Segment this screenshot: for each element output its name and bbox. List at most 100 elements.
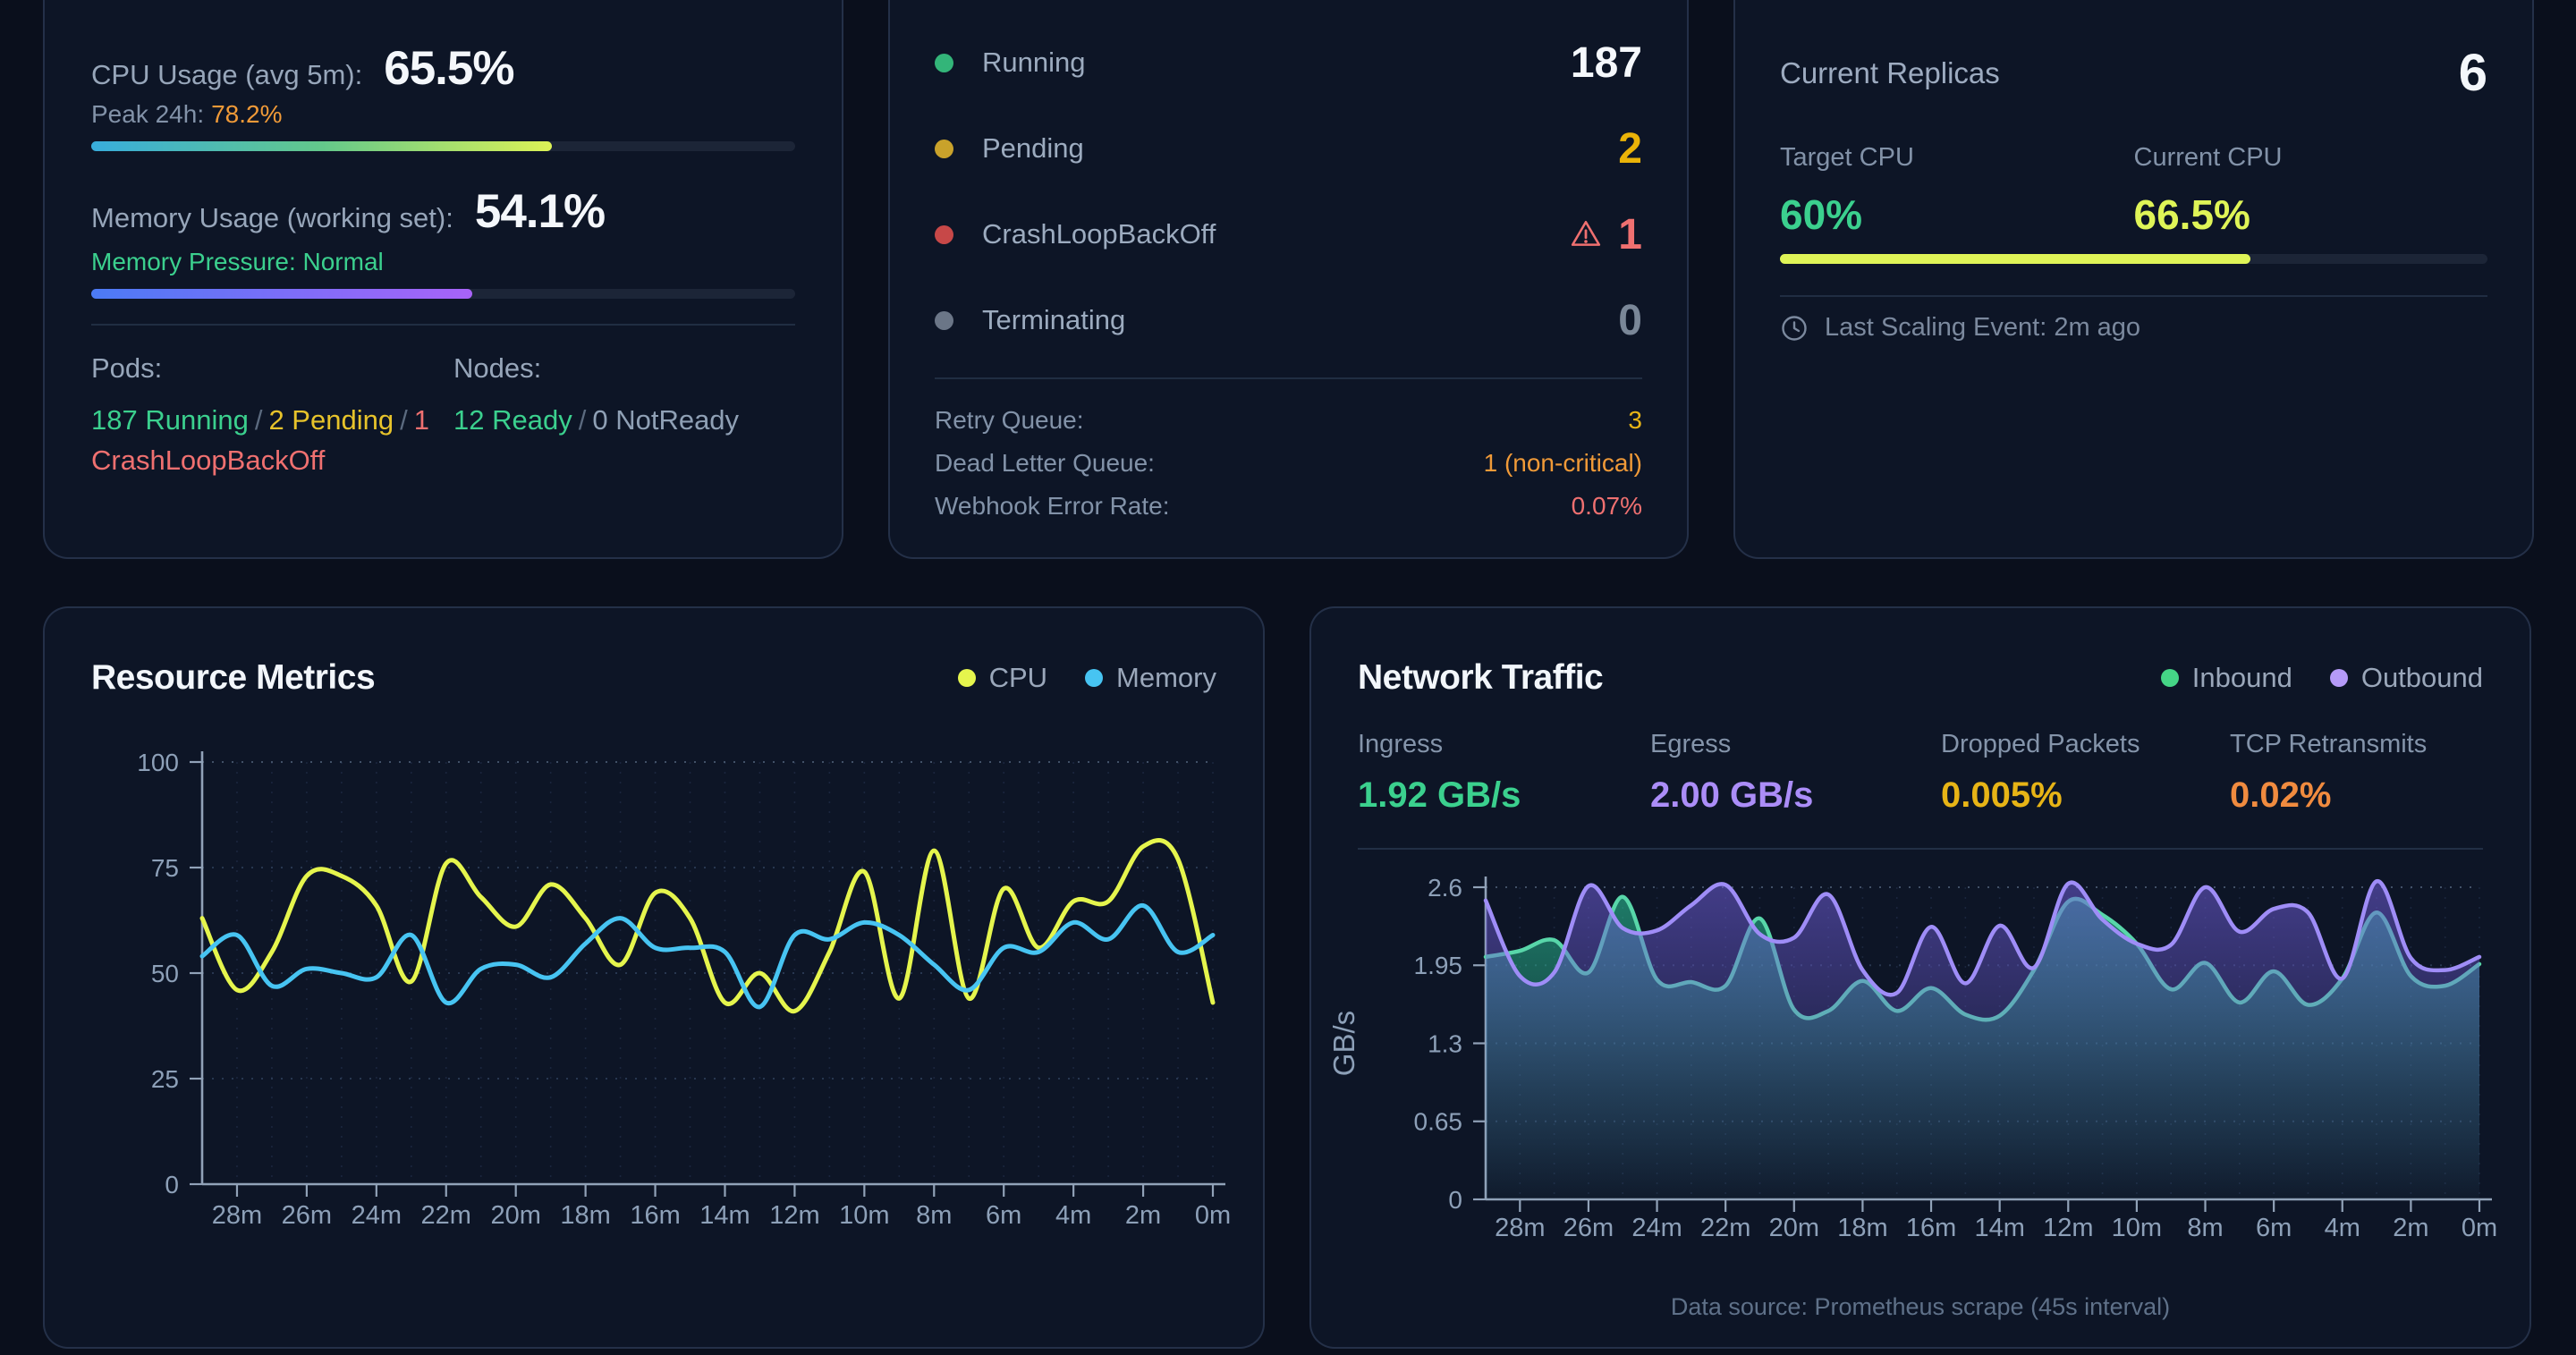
- svg-text:6m: 6m: [2256, 1214, 2292, 1242]
- card5-divider: [1358, 848, 2483, 850]
- memory-pressure: Memory Pressure: Normal: [91, 248, 384, 275]
- cpu-usage-bar-fill: [91, 141, 553, 151]
- svg-text:22m: 22m: [1700, 1214, 1750, 1242]
- crashloop-count: 1: [1618, 210, 1642, 258]
- cpu-peak-label: Peak 24h:: [91, 100, 205, 128]
- memory-legend-dot-icon: [1085, 669, 1104, 687]
- last-scaling-event-text: Last Scaling Event: 2m ago: [1825, 313, 2141, 342]
- card-pod-status: Running 187 Pending 2 CrashLoopBackOff 1…: [888, 0, 1689, 559]
- svg-text:100: 100: [137, 749, 179, 776]
- cpu-usage-label: CPU Usage (avg 5m):: [91, 59, 363, 90]
- svg-text:0.65: 0.65: [1414, 1108, 1463, 1136]
- svg-text:GB/s: GB/s: [1327, 1011, 1360, 1076]
- series-outbound: [1483, 879, 2482, 997]
- target-cpu-value: 60%: [1780, 191, 1863, 238]
- legend-item-cpu: CPU: [957, 662, 1048, 694]
- pods-crashloop: 1 CrashLoopBackOff: [91, 404, 429, 476]
- svg-text:26m: 26m: [282, 1201, 332, 1230]
- network-traffic-title: Network Traffic: [1358, 658, 1604, 697]
- cpu-legend-dot-icon: [957, 669, 976, 687]
- egress-value: 2.00 GB/s: [1650, 775, 1814, 815]
- retry-queue-row: Retry Queue: 3: [935, 399, 1642, 442]
- card-current-replicas: Current Replicas 6 Target CPU 60% Curren…: [1733, 0, 2534, 559]
- terminating-label: Terminating: [982, 304, 1126, 335]
- inbound-legend-dot-icon: [2160, 669, 2179, 687]
- svg-text:6m: 6m: [986, 1201, 1021, 1230]
- svg-text:8m: 8m: [916, 1201, 952, 1230]
- svg-text:2m: 2m: [1125, 1201, 1161, 1230]
- svg-text:25: 25: [151, 1065, 179, 1093]
- svg-text:0: 0: [165, 1171, 179, 1198]
- egress-label: Egress: [1650, 730, 1732, 758]
- pending-dot-icon: [935, 139, 953, 158]
- replicas-title: Current Replicas: [1780, 55, 2000, 89]
- current-cpu-value: 66.5%: [2133, 191, 2250, 238]
- pods-separator: /: [254, 404, 263, 436]
- ingress-value: 1.92 GB/s: [1358, 775, 1521, 815]
- crashloop-label: CrashLoopBackOff: [982, 218, 1216, 250]
- tcp-retransmits-stat: TCP Retransmits 0.02%: [2230, 730, 2427, 816]
- svg-text:10m: 10m: [2112, 1214, 2162, 1242]
- crashloop-dot-icon: [935, 224, 953, 244]
- pods-values: 187 Running/2 Pending/1 CrashLoopBackOff: [91, 401, 453, 481]
- svg-text:12m: 12m: [769, 1201, 819, 1230]
- running-label: Running: [982, 47, 1086, 78]
- target-cpu-block: Target CPU 60%: [1780, 143, 2134, 239]
- memory-usage-value: 54.1%: [474, 185, 606, 238]
- svg-text:18m: 18m: [1837, 1214, 1887, 1242]
- svg-text:28m: 28m: [1495, 1214, 1545, 1242]
- svg-text:4m: 4m: [2325, 1214, 2360, 1242]
- pending-count: 2: [1618, 124, 1642, 173]
- svg-text:1.3: 1.3: [1428, 1029, 1462, 1057]
- svg-text:0m: 0m: [2462, 1214, 2497, 1242]
- ingress-stat: Ingress 1.92 GB/s: [1358, 730, 1521, 816]
- svg-text:22m: 22m: [421, 1201, 471, 1230]
- clock-icon: [1782, 315, 1807, 341]
- memory-usage-row: Memory Usage (working set): 54.1%: [91, 184, 795, 239]
- dropped-packets-stat: Dropped Packets 0.005%: [1941, 730, 2140, 816]
- outbound-legend-dot-icon: [2329, 669, 2348, 687]
- cpu-usage-row: CPU Usage (avg 5m): 65.5%: [91, 41, 795, 96]
- terminating-dot-icon: [935, 310, 953, 330]
- dead-letter-queue-row: Dead Letter Queue: 1 (non-critical): [935, 442, 1642, 485]
- card-cluster-usage: CPU Usage (avg 5m): 65.5% Peak 24h: 78.2%…: [43, 0, 843, 559]
- card1-divider: [91, 324, 795, 326]
- retry-queue-label: Retry Queue:: [935, 406, 1084, 434]
- svg-text:26m: 26m: [1563, 1214, 1614, 1242]
- pods-nodes-summary: Pods: 187 Running/2 Pending/1 CrashLoopB…: [91, 352, 795, 481]
- status-row-pending: Pending 2: [935, 106, 1642, 191]
- cpu-legend-label: CPU: [988, 662, 1048, 693]
- series-cpu: [199, 838, 1216, 1014]
- nodes-summary: Nodes: 12 Ready/0 NotReady: [453, 352, 795, 481]
- replicas-cpu-bar: [1780, 254, 2487, 264]
- network-stats-row: Ingress 1.92 GB/s Egress 2.00 GB/s Dropp…: [1358, 730, 2483, 828]
- card3-divider: [1780, 295, 2487, 297]
- cpu-usage-value: 65.5%: [384, 42, 514, 95]
- network-traffic-legend: Inbound Outbound: [2160, 662, 2483, 694]
- svg-text:4m: 4m: [1055, 1201, 1091, 1230]
- resource-metrics-header: Resource Metrics CPU Memory: [91, 658, 1216, 698]
- resource-metrics-title: Resource Metrics: [91, 658, 376, 697]
- webhook-error-rate-label: Webhook Error Rate:: [935, 492, 1170, 520]
- svg-text:2m: 2m: [2393, 1214, 2428, 1242]
- nodes-label: Nodes:: [453, 352, 542, 384]
- svg-text:24m: 24m: [1631, 1214, 1682, 1242]
- terminating-count: 0: [1618, 296, 1642, 344]
- nodes-notready: 0 NotReady: [592, 404, 740, 436]
- webhook-error-rate-value: 0.07%: [1571, 492, 1642, 520]
- nodes-ready: 12 Ready: [453, 404, 572, 436]
- replicas-value: 6: [2458, 44, 2487, 102]
- legend-item-outbound: Outbound: [2329, 662, 2483, 694]
- legend-item-inbound: Inbound: [2160, 662, 2292, 694]
- svg-text:24m: 24m: [352, 1201, 402, 1230]
- network-traffic-header: Network Traffic Inbound Outbound: [1358, 658, 2483, 698]
- svg-text:28m: 28m: [212, 1201, 262, 1230]
- network-traffic-chart: 0 0.65 1.3 1.95 2.6 28m 26m 24m 22m 20m 18m 16m 14m 1…: [1327, 874, 2497, 1242]
- outbound-legend-label: Outbound: [2360, 662, 2483, 693]
- hpa-cpu-grid: Target CPU 60% Current CPU 66.5%: [1780, 143, 2487, 239]
- legend-item-memory: Memory: [1085, 662, 1216, 694]
- dropped-packets-label: Dropped Packets: [1941, 730, 2140, 758]
- tcp-retransmits-value: 0.02%: [2230, 775, 2332, 815]
- tcp-retransmits-label: TCP Retransmits: [2230, 730, 2428, 758]
- memory-usage-bar: [91, 289, 795, 299]
